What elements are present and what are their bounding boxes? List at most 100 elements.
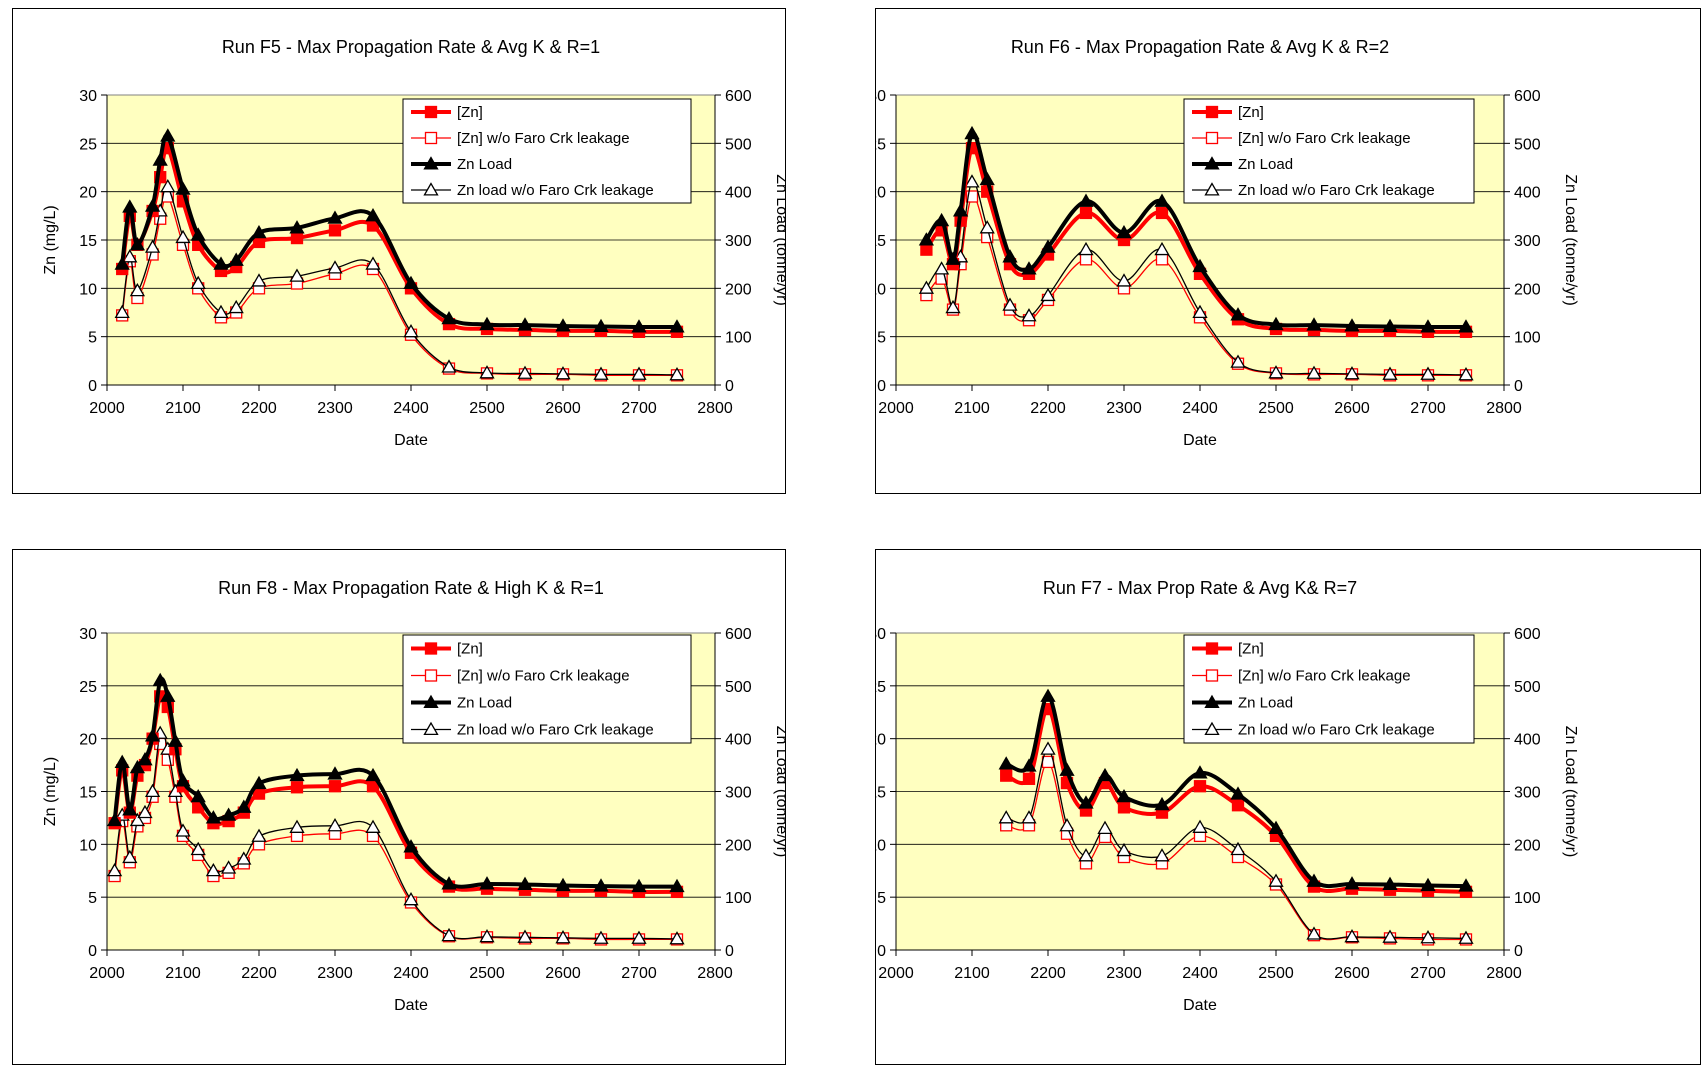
data-point xyxy=(290,231,304,245)
data-point xyxy=(289,819,305,833)
y-tick-label: 30 xyxy=(876,88,886,105)
data-point xyxy=(175,181,191,195)
data-point xyxy=(1002,297,1018,311)
y2-tick-label: 0 xyxy=(1514,378,1523,395)
x-tick-label: 2700 xyxy=(621,400,657,417)
data-point xyxy=(228,252,244,266)
legend-label: Zn Load xyxy=(1238,156,1293,173)
data-point xyxy=(328,780,342,793)
x-tick-label: 2100 xyxy=(165,400,201,417)
data-point xyxy=(517,317,533,331)
data-point xyxy=(365,256,381,270)
data-point xyxy=(144,198,161,212)
data-point xyxy=(1116,788,1132,803)
x-tick-label: 2000 xyxy=(89,400,125,417)
data-point xyxy=(327,766,343,780)
data-point xyxy=(593,930,609,944)
data-point xyxy=(555,318,571,332)
data-point xyxy=(1344,876,1360,890)
y2-tick-label: 100 xyxy=(1514,330,1541,347)
y2-tick-label: 200 xyxy=(725,281,752,298)
data-point xyxy=(1230,841,1246,856)
data-point xyxy=(205,810,222,824)
data-point xyxy=(137,804,153,819)
legend-label: Zn Load xyxy=(1238,695,1293,712)
y2-tick-label: 100 xyxy=(725,890,752,907)
data-point xyxy=(1154,241,1170,256)
data-point xyxy=(1002,249,1018,263)
x-tick-label: 2200 xyxy=(241,400,277,417)
data-point xyxy=(631,319,647,333)
data-point xyxy=(122,249,138,263)
series-2 xyxy=(114,128,685,333)
y-tick-label: 0 xyxy=(877,378,886,395)
data-point xyxy=(1458,367,1474,381)
data-point xyxy=(1079,253,1093,266)
y2-axis-label: Zn Load (tonne/yr) xyxy=(773,726,785,858)
data-point xyxy=(441,359,457,373)
data-point xyxy=(129,812,146,827)
data-point xyxy=(479,928,495,943)
data-point xyxy=(1344,366,1360,380)
data-point xyxy=(1192,258,1208,273)
x-tick-label: 2700 xyxy=(621,965,657,982)
legend-swatch-marker xyxy=(1204,156,1220,170)
data-point xyxy=(945,251,961,265)
legend-swatch-marker xyxy=(1204,721,1220,736)
data-point xyxy=(1040,239,1056,253)
x-tick-label: 2500 xyxy=(469,965,505,982)
y2-tick-label: 300 xyxy=(1514,233,1541,250)
data-point xyxy=(1420,366,1436,380)
data-point xyxy=(220,860,237,874)
y-axis-label: Zn (mg/L) xyxy=(42,205,59,274)
data-point xyxy=(1268,316,1284,331)
legend-label: Zn load w/o Faro Crk leakage xyxy=(457,722,654,739)
data-point xyxy=(1268,365,1284,379)
data-point xyxy=(517,929,533,943)
data-point xyxy=(251,273,267,287)
data-point xyxy=(1192,819,1208,833)
legend-swatch-marker xyxy=(1205,642,1219,655)
data-point xyxy=(517,365,533,379)
x-tick-label: 2700 xyxy=(1410,400,1446,417)
y-tick-label: 20 xyxy=(79,732,97,749)
data-point xyxy=(289,767,305,782)
legend-box xyxy=(402,98,692,204)
data-point xyxy=(167,733,184,747)
data-point xyxy=(1382,929,1398,943)
data-point xyxy=(1230,307,1246,321)
data-point xyxy=(251,775,267,790)
data-point xyxy=(1059,818,1075,832)
y2-tick-label: 600 xyxy=(1514,88,1541,105)
data-point xyxy=(1155,253,1169,266)
y-tick-label: 25 xyxy=(79,679,97,696)
y-tick-label: 5 xyxy=(88,330,97,347)
y2-tick-label: 300 xyxy=(725,785,752,802)
y-tick-label: 30 xyxy=(876,626,886,643)
data-point xyxy=(129,282,146,297)
data-point xyxy=(122,199,138,213)
data-point xyxy=(593,318,609,333)
series-2 xyxy=(998,688,1474,892)
y2-tick-label: 200 xyxy=(725,837,752,854)
data-point xyxy=(1116,273,1132,287)
y-tick-label: 20 xyxy=(876,732,886,749)
data-point xyxy=(1021,758,1037,772)
x-tick-label: 2800 xyxy=(697,965,733,982)
y2-axis-label: Zn Load (tonne/yr) xyxy=(1562,174,1579,306)
chart-f5: Run F5 - Max Propagation Rate & Avg K & … xyxy=(42,37,785,449)
data-point xyxy=(669,319,685,333)
y-tick-label: 10 xyxy=(876,837,886,854)
x-tick-label: 2500 xyxy=(469,400,505,417)
legend-swatch-marker xyxy=(1205,131,1219,145)
data-point xyxy=(190,227,206,241)
legend-label: Zn Load xyxy=(457,156,512,173)
x-tick-label: 2700 xyxy=(1410,965,1446,982)
data-point xyxy=(213,304,229,319)
data-point xyxy=(152,672,168,687)
data-point xyxy=(1382,318,1398,333)
data-point xyxy=(236,799,252,813)
chart-panel-f7: Run F7 - Max Prop Rate & Avg K& R=7 0 5 10 1… xyxy=(875,549,1701,1065)
legend-swatch-marker xyxy=(424,131,438,145)
data-point xyxy=(918,280,935,294)
